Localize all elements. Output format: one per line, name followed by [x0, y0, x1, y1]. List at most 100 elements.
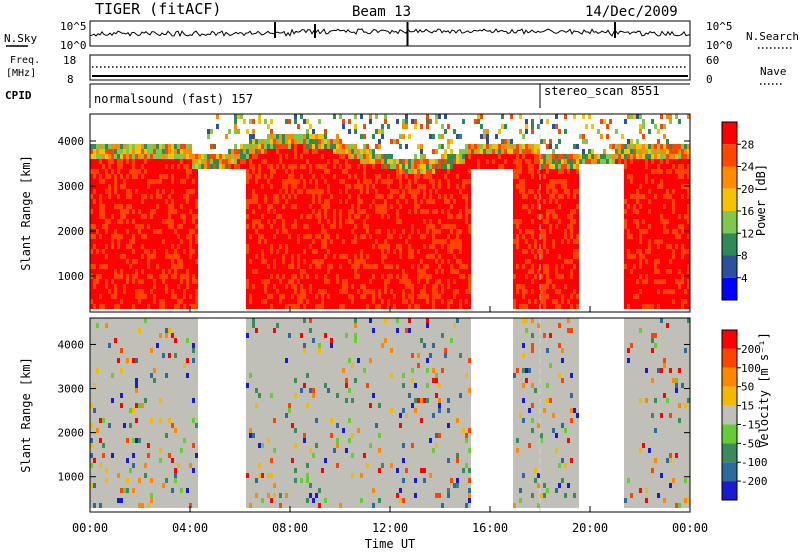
heatmap-cell — [354, 209, 357, 214]
heatmap-cell — [267, 179, 270, 184]
heatmap-cell — [636, 259, 639, 264]
heatmap-cell — [432, 259, 435, 264]
heatmap-cell — [360, 184, 363, 189]
heatmap-cell — [195, 269, 198, 274]
heatmap-cell — [441, 274, 444, 279]
heatmap-cell — [537, 234, 540, 239]
heatmap-cell — [312, 209, 315, 214]
heatmap-cell — [453, 194, 456, 199]
heatmap-cell — [102, 304, 105, 309]
heatmap-cell — [393, 244, 396, 249]
heatmap-cell — [405, 244, 408, 249]
heatmap-cell — [192, 284, 195, 289]
heatmap-cell — [360, 254, 363, 259]
heatmap-cell — [141, 274, 144, 279]
heatmap-cell — [330, 174, 333, 179]
heatmap-cell — [438, 204, 441, 209]
heatmap-cell — [336, 204, 339, 209]
heatmap-cell — [444, 159, 447, 164]
heatmap-cell — [177, 294, 180, 299]
heatmap-cell — [342, 294, 345, 299]
heatmap-cell — [207, 134, 210, 139]
heatmap-cell — [288, 159, 291, 164]
heatmap-cell — [606, 154, 609, 159]
heatmap-cell — [336, 304, 339, 309]
heatmap-cell — [141, 304, 144, 309]
heatmap-cell — [330, 229, 333, 234]
heatmap-cell — [174, 144, 177, 149]
heatmap-cell — [468, 244, 471, 249]
heatmap-cell — [330, 169, 333, 174]
heatmap-cell — [393, 229, 396, 234]
heatmap-cell — [474, 164, 477, 169]
heatmap-cell — [159, 269, 162, 274]
heatmap-cell — [327, 274, 330, 279]
heatmap-cell — [336, 259, 339, 264]
heatmap-cell — [636, 144, 639, 149]
heatmap-cell — [201, 164, 204, 169]
heatmap-cell — [108, 144, 111, 149]
heatmap-cell — [330, 244, 333, 249]
heatmap-cell — [516, 149, 519, 154]
heatmap-cell — [456, 289, 459, 294]
heatmap-cell — [387, 204, 390, 209]
heatmap-cell — [144, 164, 147, 169]
heatmap-cell — [540, 169, 543, 174]
heatmap-cell — [339, 179, 342, 184]
heatmap-cell — [468, 264, 471, 269]
heatmap-cell — [402, 244, 405, 249]
heatmap-cell — [156, 194, 159, 199]
heatmap-cell — [453, 264, 456, 269]
heatmap-cell — [303, 249, 306, 254]
heatmap-cell — [420, 154, 423, 159]
heatmap-cell — [456, 134, 459, 139]
heatmap-cell — [624, 119, 627, 124]
heatmap-cell — [303, 244, 306, 249]
heatmap-cell — [438, 229, 441, 234]
heatmap-cell — [471, 154, 474, 159]
heatmap-cell — [180, 229, 183, 234]
heatmap-cell — [552, 189, 555, 194]
heatmap-cell — [126, 154, 129, 159]
heatmap-cell — [195, 224, 198, 229]
heatmap-cell — [117, 214, 120, 219]
heatmap-cell — [363, 154, 366, 159]
heatmap-cell — [645, 214, 648, 219]
heatmap-cell — [177, 174, 180, 179]
heatmap-cell — [249, 184, 252, 189]
heatmap-cell — [273, 304, 276, 309]
heatmap-cell — [534, 229, 537, 234]
heatmap-cell — [543, 239, 546, 244]
heatmap-cell — [540, 244, 543, 249]
heatmap-cell — [255, 199, 258, 204]
heatmap-cell — [126, 189, 129, 194]
heatmap-cell — [135, 244, 138, 249]
heatmap-cell — [135, 219, 138, 224]
heatmap-cell — [303, 179, 306, 184]
heatmap-cell — [138, 279, 141, 284]
heatmap-cell — [633, 209, 636, 214]
heatmap-cell — [414, 174, 417, 179]
heatmap-cell — [528, 294, 531, 299]
heatmap-cell — [465, 284, 468, 289]
heatmap-cell — [339, 294, 342, 299]
heatmap-cell — [519, 299, 522, 304]
heatmap-cell — [405, 254, 408, 259]
heatmap-cell — [360, 189, 363, 194]
heatmap-cell — [375, 259, 378, 264]
heatmap-cell — [447, 254, 450, 259]
heatmap-cell — [297, 294, 300, 299]
heatmap-cell — [561, 264, 564, 269]
heatmap-cell — [117, 284, 120, 289]
heatmap-cell — [402, 229, 405, 234]
heatmap-cell — [138, 169, 141, 174]
heatmap-cell — [96, 159, 99, 164]
heatmap-cell — [189, 149, 192, 154]
heatmap-cell — [570, 164, 573, 169]
heatmap-cell — [264, 229, 267, 234]
heatmap-cell — [312, 179, 315, 184]
heatmap-cell — [639, 239, 642, 244]
heatmap-cell — [321, 259, 324, 264]
heatmap-cell — [363, 204, 366, 209]
heatmap-cell — [447, 189, 450, 194]
